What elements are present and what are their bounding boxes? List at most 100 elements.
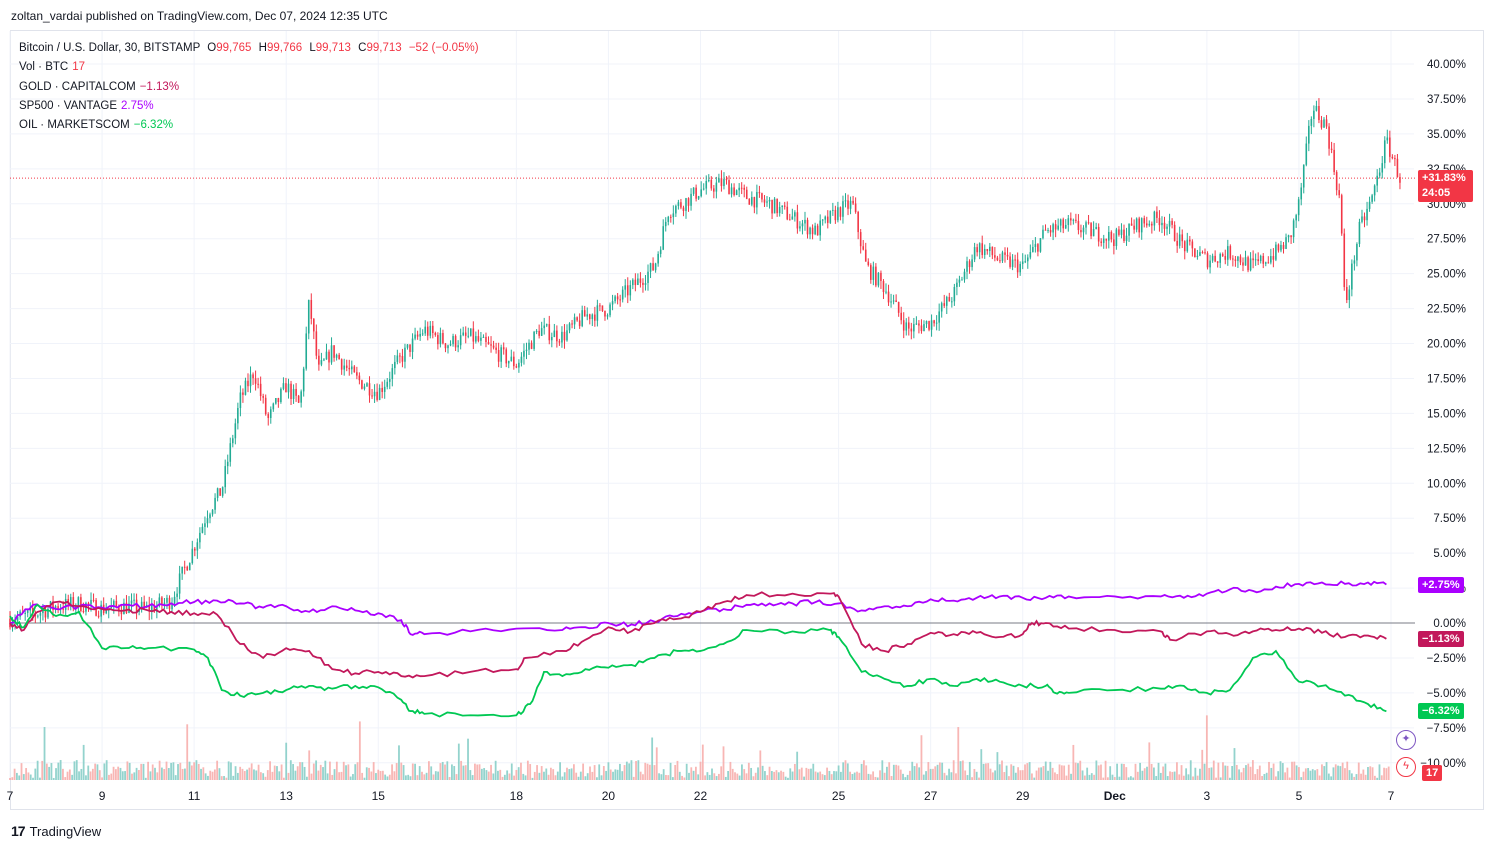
volume-bar (1169, 771, 1171, 780)
btc-candle-body (902, 320, 905, 331)
sparkle-plus-icon[interactable]: ✦ (1396, 730, 1416, 750)
volume-bar (131, 773, 133, 780)
btc-candle-body (1062, 219, 1065, 229)
legend-oil[interactable]: OIL · MARKETSCOM −6.32% (19, 116, 479, 135)
legend-gold[interactable]: GOLD · CAPITALCOM −1.13% (19, 78, 479, 97)
volume-bar (932, 768, 934, 780)
volume-bar (462, 765, 465, 780)
btc-candle-body (1004, 252, 1006, 255)
footer-brand[interactable]: 17 TradingView (11, 823, 101, 839)
volume-bar (1100, 764, 1102, 780)
volume-bar (1047, 770, 1049, 780)
btc-candle-body (383, 386, 386, 392)
y-tick-label: 7.50% (1433, 513, 1466, 525)
lightning-icon[interactable]: ϟ (1396, 757, 1416, 777)
y-tick-label: −7.50% (1427, 723, 1466, 735)
btc-candle-body (150, 605, 153, 612)
y-tick-label: 25.00% (1427, 269, 1466, 281)
volume-bar (151, 764, 154, 780)
btc-candle-body (614, 296, 616, 302)
volume-bar (170, 762, 173, 780)
volume-bar (1014, 772, 1017, 780)
volume-bar (543, 771, 545, 780)
x-tick-label: 20 (602, 789, 616, 803)
volume-bar (347, 764, 350, 780)
btc-candle-body (262, 396, 264, 398)
tradingview-logo-icon: 17 (11, 823, 26, 839)
btc-candle-body (69, 597, 72, 605)
volume-bar (842, 762, 845, 780)
volume-bar (1116, 763, 1118, 780)
volume-bar (59, 760, 62, 780)
btc-candle-body (399, 355, 401, 357)
volume-bar (816, 772, 819, 780)
btc-candle-body (766, 201, 768, 203)
volume-bar (750, 767, 753, 780)
volume-bar (1010, 764, 1013, 780)
btc-candle-body (254, 378, 257, 384)
y-tick-label: 27.50% (1427, 234, 1466, 246)
btc-candle-body (118, 606, 120, 612)
oil-badge: −6.32% (1418, 703, 1464, 720)
x-tick-label: 5 (1296, 789, 1303, 803)
btc-candle-body (966, 261, 968, 272)
btc-candle-body (1267, 262, 1270, 264)
volume-bar (186, 724, 189, 780)
volume-bar (1272, 763, 1275, 780)
legend-vol[interactable]: Vol · BTC 17 (19, 58, 479, 77)
btc-candle-body (214, 497, 216, 510)
btc-candle-body (1047, 230, 1049, 232)
btc-candle-body (105, 610, 108, 614)
btc-candle-body (148, 605, 151, 612)
btc-candle-body (1320, 120, 1323, 128)
volume-bar (453, 766, 456, 780)
volume-bar (172, 762, 175, 780)
volume-bar (1157, 762, 1160, 780)
btc-candle-body (239, 392, 242, 408)
volume-bar (515, 769, 518, 780)
volume-bar (819, 771, 822, 780)
btc-candle-body (639, 278, 642, 283)
btc-candle-body (1358, 221, 1361, 244)
volume-bar (232, 775, 235, 780)
btc-candle-body (629, 285, 632, 296)
legend-sp500[interactable]: SP500 · VANTAGE 2.75% (19, 97, 479, 116)
volume-bar (729, 761, 732, 780)
volume-bar (1387, 766, 1390, 780)
volume-bar (570, 768, 573, 780)
volume-bar (646, 763, 649, 780)
volume-bar (812, 763, 815, 780)
btc-candle-body (348, 367, 351, 370)
x-tick-label: 25 (832, 789, 846, 803)
volume-bar (1277, 771, 1280, 780)
volume-bar (980, 749, 983, 780)
volume-bar (1233, 748, 1236, 780)
volume-bar (1311, 769, 1314, 780)
volume-bar (338, 772, 341, 780)
volume-bar (1086, 767, 1089, 780)
btc-candle-body (1006, 254, 1009, 257)
volume-bar (863, 760, 865, 780)
volume-bar (651, 737, 654, 780)
btc-candle-body (591, 314, 594, 320)
btc-candle-body (320, 360, 323, 365)
volume-bar (1293, 761, 1296, 780)
btc-candle-body (123, 602, 125, 615)
legend-main[interactable]: Bitcoin / U.S. Dollar, 30, BITSTAMP O99,… (19, 39, 479, 58)
volume-bar (948, 768, 950, 780)
btc-candle-body (1196, 255, 1199, 258)
btc-candle-body (1201, 252, 1204, 254)
volume-bar (522, 773, 525, 780)
btc-candle-body (1259, 255, 1262, 262)
btc-candle-body (292, 388, 295, 399)
btc-candle-body (1075, 219, 1077, 221)
volume-bar (250, 763, 253, 780)
volume-bar (658, 773, 660, 780)
legend-low: L99,713 (309, 42, 351, 54)
btc-candle-body (520, 356, 523, 363)
btc-candle-body (507, 360, 510, 364)
btc-candle-body (1290, 235, 1292, 238)
btc-candle-body (907, 322, 910, 329)
volume-bar (1109, 766, 1112, 780)
